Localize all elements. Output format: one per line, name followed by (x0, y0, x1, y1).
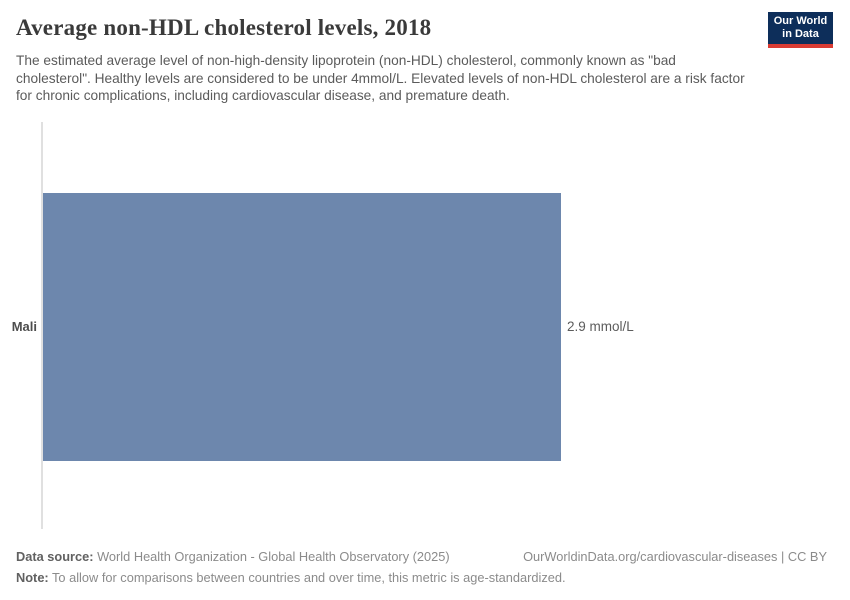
page-title: Average non-HDL cholesterol levels, 2018 (16, 15, 432, 40)
footer-datasource: Data source: World Health Organization -… (16, 549, 450, 564)
footer-datasource-text: World Health Organization - Global Healt… (93, 549, 450, 564)
owid-logo-line2: in Data (782, 28, 819, 40)
plot-area (43, 193, 561, 461)
footer-owid-link[interactable]: OurWorldinData.org/cardiovascular-diseas… (523, 549, 827, 564)
bar-mali[interactable] (43, 193, 561, 461)
footer-note-row: Note: To allow for comparisons between c… (16, 570, 827, 585)
footer-datasource-label: Data source: (16, 549, 94, 564)
category-label-mali: Mali (11, 319, 37, 334)
value-label-mali: 2.9 mmol/L (567, 319, 634, 334)
footer-note-label: Note: (16, 570, 49, 585)
chart-subtitle: The estimated average level of non-high-… (16, 53, 745, 104)
footer-note-text: To allow for comparisons between countri… (48, 570, 566, 585)
owid-logo-line1: Our World (773, 15, 828, 27)
owid-logo[interactable]: Our World in Data (768, 12, 833, 48)
footer-source-row: Data source: World Health Organization -… (16, 549, 827, 564)
y-axis-line (41, 122, 43, 529)
